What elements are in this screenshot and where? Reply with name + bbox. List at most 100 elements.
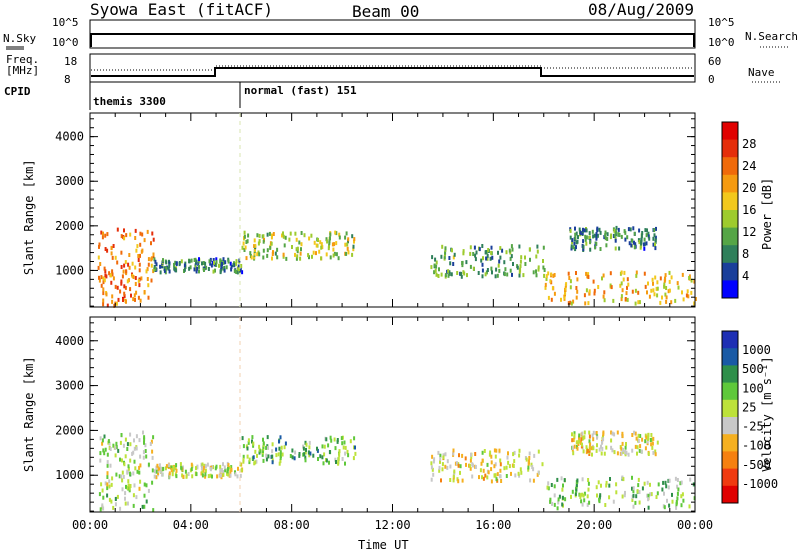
echo-cell — [469, 264, 472, 269]
echo-cell — [649, 492, 652, 497]
echo-cell — [679, 481, 682, 486]
echo-cell — [319, 454, 322, 459]
echo-cell — [650, 433, 653, 437]
echo-cell — [542, 265, 545, 270]
echo-cell — [632, 486, 635, 491]
echo-cell — [646, 228, 648, 233]
echo-cell — [635, 436, 638, 441]
echo-cell — [271, 256, 273, 261]
echo-cell — [468, 463, 471, 468]
echo-cell — [112, 276, 115, 281]
echo-cell — [140, 249, 143, 254]
echo-cell — [97, 255, 100, 260]
echo-cell — [588, 445, 591, 450]
colorbar-swatch — [722, 468, 738, 487]
echo-cell — [337, 256, 340, 261]
echo-cell — [268, 231, 271, 236]
echo-cell — [640, 449, 643, 454]
echo-cell — [174, 260, 177, 265]
echo-cell — [134, 276, 137, 280]
echo-cell — [519, 259, 522, 264]
echo-cell — [621, 441, 624, 446]
echo-cell — [659, 300, 662, 305]
echo-cell — [276, 247, 279, 252]
echo-cell — [587, 487, 590, 492]
echo-cell — [213, 260, 215, 265]
echo-cell — [289, 231, 292, 236]
echo-cell — [564, 291, 567, 295]
echo-cell — [575, 245, 577, 250]
echo-cell — [100, 482, 103, 487]
echo-cell — [613, 233, 616, 238]
echo-cell — [570, 494, 572, 499]
colorbar-tick-label: 16 — [742, 203, 756, 217]
echo-cell — [587, 272, 590, 277]
echo-cell — [123, 263, 126, 268]
echo-cell — [201, 470, 204, 475]
echo-cell — [256, 252, 259, 257]
echo-cell — [583, 491, 586, 496]
echo-cell — [686, 289, 689, 294]
echo-cell — [440, 254, 443, 259]
echo-cell — [291, 448, 294, 453]
echo-cell — [450, 272, 453, 277]
echo-cell — [100, 283, 103, 288]
echo-cell — [631, 486, 633, 491]
echo-cell — [308, 440, 311, 445]
echo-cell — [110, 246, 113, 251]
echo-cell — [480, 461, 483, 466]
echo-cell — [645, 435, 648, 440]
echo-cell — [676, 484, 679, 489]
echo-cell — [277, 452, 280, 457]
echo-cell — [138, 486, 141, 491]
echo-cell — [651, 277, 654, 282]
echo-cell — [133, 459, 136, 464]
echo-cell — [654, 452, 657, 457]
echo-cell — [122, 269, 125, 274]
echo-cell — [475, 250, 478, 255]
echo-cell — [351, 234, 354, 239]
echo-cell — [439, 459, 441, 464]
echo-cell — [152, 252, 155, 257]
echo-cell — [647, 281, 649, 286]
echo-cell — [671, 492, 673, 497]
echo-cell — [131, 273, 134, 278]
echo-cell — [581, 477, 584, 482]
echo-cell — [688, 504, 691, 509]
echo-cell — [123, 228, 125, 233]
echo-cell — [599, 247, 602, 251]
echo-cell — [221, 261, 223, 266]
echo-cell — [124, 285, 127, 290]
echo-cell — [653, 233, 656, 238]
echo-cell — [582, 227, 584, 232]
echo-cell — [482, 476, 485, 481]
echo-cell — [108, 441, 111, 446]
echo-cell — [629, 227, 632, 232]
echo-cell — [244, 245, 247, 250]
echo-cell — [347, 237, 350, 242]
echo-cell — [128, 486, 131, 491]
echo-cell — [336, 438, 339, 442]
cpid-label: CPID — [4, 85, 31, 98]
echo-cell — [132, 275, 135, 279]
echo-cell — [125, 269, 128, 274]
echo-cell — [123, 284, 126, 289]
echo-cell — [137, 295, 140, 300]
echo-cell — [507, 460, 510, 465]
echo-cell — [266, 232, 269, 237]
echo-cell — [653, 228, 656, 233]
echo-cell — [582, 493, 585, 498]
echo-cell — [133, 446, 136, 451]
echo-cell — [284, 441, 287, 446]
echo-cell — [115, 441, 118, 446]
echo-cell — [204, 464, 207, 469]
echo-cell — [639, 444, 642, 449]
echo-cell — [345, 231, 348, 236]
echo-cell — [634, 500, 637, 505]
echo-cell — [536, 472, 539, 477]
echo-cell — [151, 468, 154, 473]
echo-cell — [550, 297, 553, 302]
echo-cell — [584, 234, 587, 239]
echo-cell — [485, 270, 488, 275]
echo-cell — [438, 267, 440, 272]
